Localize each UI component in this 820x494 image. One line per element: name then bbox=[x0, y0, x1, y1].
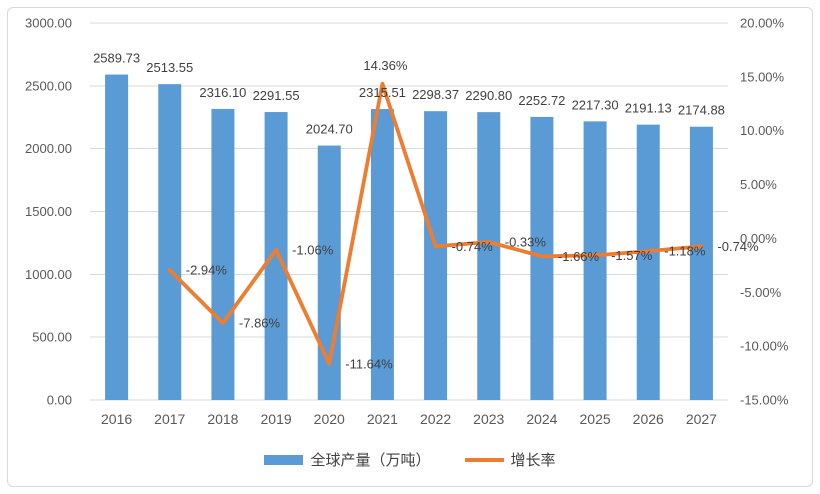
production-bar bbox=[105, 74, 129, 401]
line-value-label: 14.36% bbox=[363, 58, 408, 73]
left-axis-tick-label: 500.00 bbox=[32, 330, 72, 345]
x-axis-label: 2019 bbox=[261, 411, 292, 427]
line-value-label: -0.74% bbox=[452, 239, 494, 254]
x-axis-label: 2023 bbox=[473, 411, 504, 427]
left-axis-tick-label: 1000.00 bbox=[25, 267, 72, 282]
line-value-label: -7.86% bbox=[239, 316, 281, 331]
line-value-label: -1.66% bbox=[558, 249, 600, 264]
line-value-label: -2.94% bbox=[186, 263, 228, 278]
left-axis-tick-label: 2500.00 bbox=[25, 78, 72, 93]
bar-value-label: 2298.37 bbox=[412, 87, 459, 102]
line-value-label: -1.18% bbox=[664, 244, 706, 259]
right-axis-tick-label: 10.00% bbox=[740, 123, 785, 138]
right-axis-tick-label: -5.00% bbox=[740, 285, 782, 300]
production-bar bbox=[158, 84, 182, 400]
left-axis-tick-label: 3000.00 bbox=[25, 16, 72, 31]
line-value-label: -0.74% bbox=[717, 239, 759, 254]
x-axis-label: 2016 bbox=[101, 411, 132, 427]
bar-series-label: 全球产量（万吨） bbox=[310, 452, 431, 469]
bar-value-label: 2191.13 bbox=[625, 101, 672, 116]
production-bar bbox=[370, 109, 394, 400]
x-axis-label: 2020 bbox=[314, 411, 345, 427]
bar-value-label: 2217.30 bbox=[572, 97, 619, 112]
production-bar bbox=[264, 112, 288, 400]
legend-item-production: 全球产量（万吨） bbox=[264, 449, 431, 470]
x-axis-label: 2018 bbox=[207, 411, 238, 427]
legend-item-growth-rate: 增长率 bbox=[464, 449, 556, 470]
bar-series-swatch bbox=[264, 454, 304, 465]
right-axis-tick-label: -15.00% bbox=[740, 393, 789, 408]
right-axis-tick-label: 0.00% bbox=[740, 231, 777, 246]
left-axis-tick-label: 2000.00 bbox=[25, 141, 72, 156]
bar-value-label: 2252.72 bbox=[518, 93, 565, 108]
legend: 全球产量（万吨） 增长率 bbox=[0, 449, 820, 470]
line-value-label: -0.33% bbox=[505, 234, 547, 249]
line-value-label: -11.64% bbox=[345, 356, 393, 371]
x-axis-label: 2027 bbox=[686, 411, 717, 427]
bar-value-label: 2290.80 bbox=[465, 88, 512, 103]
production-bar bbox=[424, 111, 448, 400]
bar-value-label: 2513.55 bbox=[146, 60, 193, 75]
growth-rate-line bbox=[167, 81, 704, 366]
x-axis-label: 2026 bbox=[633, 411, 664, 427]
bar-value-label: 2589.73 bbox=[93, 51, 140, 66]
production-bar bbox=[583, 121, 607, 400]
bar-value-label: 2174.88 bbox=[678, 103, 725, 118]
bar-value-label: 2315.51 bbox=[359, 85, 406, 100]
bar-value-label: 2024.70 bbox=[306, 122, 353, 137]
x-axis-label: 2025 bbox=[580, 411, 611, 427]
line-value-label: -1.06% bbox=[292, 242, 334, 257]
line-series-label: 增长率 bbox=[510, 452, 556, 469]
line-value-label: -1.57% bbox=[611, 248, 653, 263]
x-axis-label: 2024 bbox=[526, 411, 557, 427]
left-axis-tick-label: 1500.00 bbox=[25, 204, 72, 219]
production-bar bbox=[477, 112, 501, 400]
bar-value-label: 2316.10 bbox=[199, 85, 246, 100]
right-axis-tick-label: 5.00% bbox=[740, 177, 777, 192]
right-axis-tick-label: 20.00% bbox=[740, 16, 785, 31]
production-bar bbox=[636, 124, 660, 400]
right-axis-tick-label: 15.00% bbox=[740, 69, 785, 84]
right-axis-tick-label: -10.00% bbox=[740, 339, 789, 354]
bar-value-label: 2291.55 bbox=[253, 88, 300, 103]
production-bar bbox=[689, 126, 713, 401]
x-axis-label: 2022 bbox=[420, 411, 451, 427]
production-bar bbox=[211, 108, 235, 401]
x-axis-label: 2021 bbox=[367, 411, 398, 427]
left-axis-tick-label: 0.00 bbox=[47, 393, 72, 408]
line-series-swatch bbox=[464, 457, 504, 462]
x-axis-label: 2017 bbox=[154, 411, 185, 427]
production-bar bbox=[530, 116, 554, 400]
